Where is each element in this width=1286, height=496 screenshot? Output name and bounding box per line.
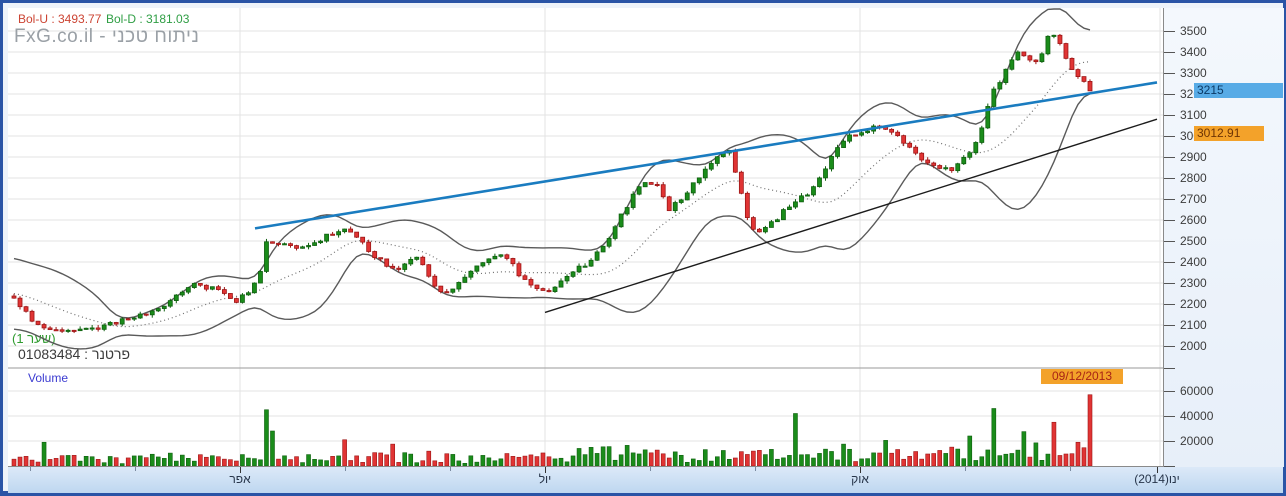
volume-tick-label: 40000 — [1180, 409, 1214, 423]
price-tick-label: 2800 — [1180, 171, 1207, 185]
ascending-support-blue — [254, 81, 1158, 230]
bollinger-price-tag: 3012.91 — [1194, 125, 1264, 141]
price-tick-label: 2700 — [1180, 192, 1207, 206]
baseline-tick-mark — [1164, 466, 1175, 467]
date-tag: 09/12/2013 — [1041, 369, 1123, 384]
time-tick-mark — [860, 467, 861, 473]
instrument-label: 01083484 : פרטנר — [18, 346, 131, 362]
volume-tick-label: 20000 — [1180, 434, 1214, 448]
price-tick-mark — [1164, 220, 1175, 221]
time-axis-label: אוק — [851, 472, 869, 486]
price-tick-mark — [1164, 73, 1175, 74]
price-tick-label: 3500 — [1180, 24, 1207, 38]
price-tick-label: 2300 — [1180, 276, 1207, 290]
time-minor-tick — [965, 467, 966, 471]
price-tick-mark — [1164, 136, 1175, 137]
time-axis: אפר יול אוק (2014)ינו — [8, 467, 1283, 493]
time-minor-tick — [30, 467, 31, 471]
last-price-tag: 3215 — [1194, 83, 1283, 99]
volume-tick-label: 60000 — [1180, 384, 1214, 398]
price-tick-label: 3100 — [1180, 108, 1207, 122]
time-minor-tick — [345, 467, 346, 471]
time-tick-mark — [240, 467, 241, 473]
volume-tick-mark — [1164, 441, 1175, 442]
candles-layer — [11, 33, 1093, 334]
price-tick-mark — [1164, 325, 1175, 326]
price-tick-mark — [1164, 283, 1175, 284]
time-minor-tick — [1070, 467, 1071, 471]
price-axis: 3500340033003200310030002900280027002600… — [1163, 8, 1284, 467]
volume-tick-mark — [1164, 416, 1175, 417]
price-tick-mark — [1164, 178, 1175, 179]
bollinger-upper-legend: Bol-U : 3493.77 — [18, 12, 102, 26]
time-minor-tick — [450, 467, 451, 471]
time-minor-tick — [650, 467, 651, 471]
price-tick-mark — [1164, 52, 1175, 53]
bollinger-lower-legend: Bol-D : 3181.03 — [106, 12, 190, 26]
time-minor-tick — [755, 467, 756, 471]
time-minor-tick — [135, 467, 136, 471]
volume-tick-mark — [1164, 391, 1175, 392]
price-tick-label: 3300 — [1180, 66, 1207, 80]
price-tick-mark — [1164, 157, 1175, 158]
time-axis-label: אפר — [229, 472, 251, 486]
price-tick-label: 2400 — [1180, 255, 1207, 269]
volume-bars-layer — [11, 394, 1093, 467]
price-tick-label: 3400 — [1180, 45, 1207, 59]
price-tick-label: 2000 — [1180, 339, 1207, 353]
price-tick-mark — [1164, 94, 1175, 95]
price-tick-mark — [1164, 115, 1175, 116]
price-tick-label: 2600 — [1180, 213, 1207, 227]
panel-tick-mark — [1164, 368, 1175, 369]
trendlines — [254, 81, 1158, 314]
time-tick-mark — [1157, 467, 1158, 473]
volume-panel-label: Volume — [28, 371, 69, 385]
price-tick-label: 2100 — [1180, 318, 1207, 332]
time-axis-label: יול — [538, 472, 552, 486]
price-tick-mark — [1164, 241, 1175, 242]
price-tick-mark — [1164, 31, 1175, 32]
price-tick-mark — [1164, 262, 1175, 263]
price-tick-mark — [1164, 304, 1175, 305]
price-tick-mark — [1164, 199, 1175, 200]
price-tick-label: 2500 — [1180, 234, 1207, 248]
price-tick-label: 2200 — [1180, 297, 1207, 311]
time-axis-label: (2014)ינו — [1134, 472, 1180, 486]
site-watermark: FxG.co.il - ניתוח טכני — [14, 26, 200, 47]
gridlines — [8, 8, 1163, 466]
time-tick-mark — [545, 467, 546, 473]
interval-legend: (1 שער) — [12, 331, 56, 346]
price-tick-mark — [1164, 346, 1175, 347]
price-tick-label: 2900 — [1180, 150, 1207, 164]
price-volume-chart[interactable] — [8, 8, 1163, 467]
secondary-trend-black — [544, 118, 1158, 314]
